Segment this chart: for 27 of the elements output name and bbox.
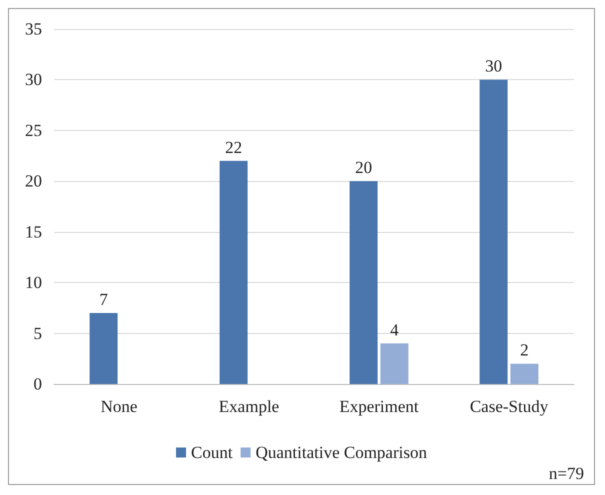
legend-label: Count [191, 443, 233, 462]
data-label: 7 [99, 290, 108, 309]
bar [510, 364, 538, 384]
legend-label: Quantitative Comparison [256, 443, 428, 462]
x-tick-label: Case-Study [470, 397, 549, 416]
bar [480, 80, 508, 384]
text: n=79 [548, 464, 584, 483]
bar [90, 313, 118, 384]
y-tick-label: 35 [25, 20, 42, 38]
y-tick-label: 25 [25, 120, 42, 140]
y-tick-label: 10 [25, 273, 42, 292]
x-tick-label: Experiment [339, 397, 419, 416]
data-label: 30 [485, 56, 502, 76]
data-label: 4 [390, 320, 400, 340]
bar [380, 343, 408, 384]
bar [220, 160, 248, 384]
data-label: 22 [225, 138, 242, 157]
x-tick-label: Example [218, 397, 280, 416]
y-tick-label: 5 [34, 324, 42, 343]
y-tick-label: 30 [25, 70, 42, 90]
data-label: 20 [355, 158, 372, 178]
bar [350, 181, 378, 384]
y-tick-label: 20 [25, 172, 42, 191]
y-tick-label: 15 [25, 222, 42, 242]
y-tick-label: 0 [34, 374, 42, 394]
x-tick-label: None [100, 397, 138, 416]
data-label: 2 [520, 340, 529, 360]
